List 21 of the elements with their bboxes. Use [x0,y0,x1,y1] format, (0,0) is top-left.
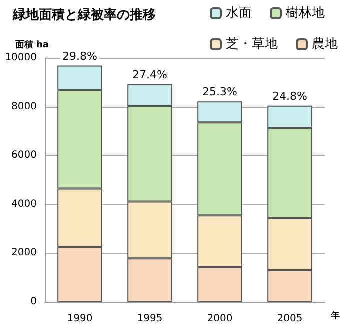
legend-label: 芝・草地 [226,37,278,52]
x-tick-label: 1995 [137,314,163,324]
y-tick-label: 2000 [12,248,37,259]
legend-label: 水面 [226,6,252,21]
legend-label: 農地 [312,37,338,52]
annotation: 25.3% [202,86,238,99]
x-tick-label: 1990 [67,314,93,324]
x-tick-label: 2000 [207,314,233,324]
y-tick-label: 4000 [12,198,37,210]
y-tick-label: 0 [30,296,37,308]
x-axis-title: 年 [331,310,340,322]
y-tick-label: 8000 [12,101,37,112]
legend-label: 樹林地 [286,6,325,21]
annotation: 29.8% [62,50,98,63]
chart-title: 緑地面積と緑被率の推移 [12,7,156,23]
y-tick-label: 6000 [12,150,37,162]
y-axis-title: 面積 ha [14,40,49,50]
annotation: 24.8% [272,90,308,103]
x-tick-label: 2005 [277,314,303,324]
annotation: 27.4% [132,68,168,82]
y-tick-label: 10000 [5,52,37,64]
